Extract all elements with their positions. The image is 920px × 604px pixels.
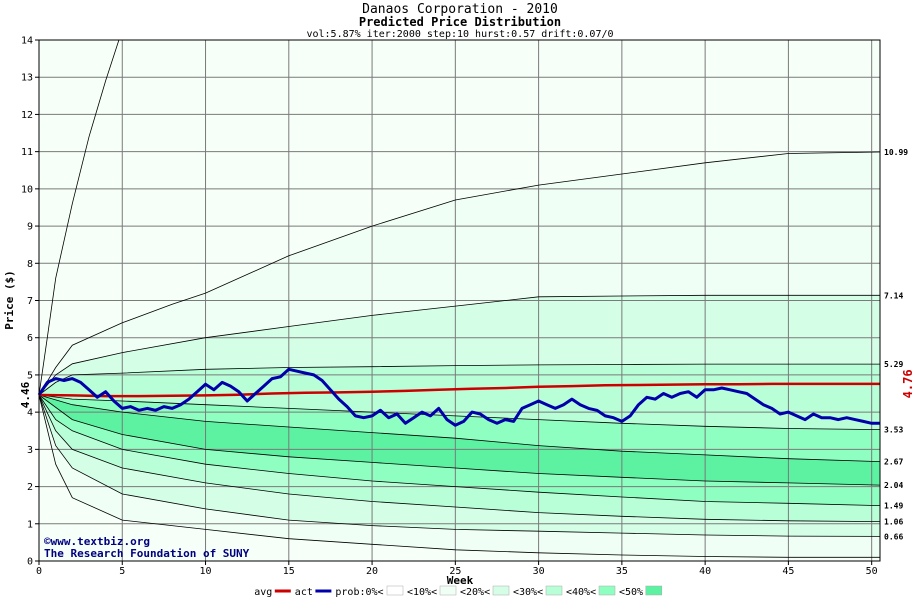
x-tick-label: 30 (533, 566, 545, 577)
x-tick-label: 50 (866, 566, 878, 577)
band-lower-curve-3 (38, 394, 881, 522)
x-tick-label: 10 (200, 566, 212, 577)
legend-swatch-3 (439, 585, 457, 596)
chart-params: vol:5.87% iter:2000 step:10 hurst:0.57 d… (306, 29, 613, 40)
series-avg (38, 382, 880, 398)
y-tick-label: 2 (27, 482, 33, 493)
band-5 (39, 395, 880, 486)
right-value-label: 7.14 (884, 291, 903, 300)
x-tick-label: 20 (366, 566, 378, 577)
legend-label-0: avg (254, 587, 272, 598)
x-tick-label: 15 (283, 566, 295, 577)
y-tick-label: 5 (27, 370, 33, 381)
legend-swatch-7 (645, 585, 663, 596)
y-tick-label: 0 (27, 557, 33, 568)
y-tick-label: 13 (21, 73, 33, 84)
legend: avg act prob:0%< <10%< <20%< <30%< <40%< <50% (254, 585, 663, 598)
start-price-label: 4.46 (19, 381, 32, 408)
legend-swatch-2 (386, 585, 404, 596)
band-boundary-curves (38, 39, 881, 558)
x-tick-label: 0 (36, 566, 42, 577)
band-lower-curve-4 (38, 394, 881, 506)
y-tick-label: 6 (27, 333, 33, 344)
chart-subtitle: Predicted Price Distribution (359, 15, 561, 29)
right-value-label: 2.04 (884, 481, 903, 490)
legend-label-4: <20%< (460, 587, 490, 598)
band-upper-curve-5 (38, 394, 881, 462)
right-value-label: 10.99 (884, 148, 908, 157)
legend-label-1: act (295, 587, 313, 598)
legend-label-2: prob:0%< (335, 587, 383, 598)
x-tick-labels: 0 5 10 15 20 25 30 35 40 45 50 (36, 561, 878, 577)
y-axis-label: Price ($) (3, 270, 16, 330)
legend-swatch-5 (545, 585, 563, 596)
series-act (37, 367, 880, 427)
y-tick-label: 4 (27, 408, 33, 419)
band-lower-curve-5 (38, 394, 881, 486)
watermark-org: The Research Foundation of SUNY (44, 547, 250, 560)
x-tick-label: 25 (449, 566, 461, 577)
legend-swatch-6 (598, 585, 616, 596)
band-lower-curve-1 (38, 394, 880, 558)
y-tick-label: 1 (27, 519, 33, 530)
right-value-labels: 10.99 7.14 5.29 3.53 2.67 2.04 1.49 1.06 0.66 (884, 148, 908, 541)
right-value-label: 1.49 (884, 502, 903, 511)
legend-label-7: <50% (619, 587, 643, 598)
y-tick-label: 14 (21, 36, 33, 47)
x-tick-label: 35 (616, 566, 628, 577)
y-tick-label: 12 (21, 110, 33, 121)
band-upper-curve-1 (38, 151, 881, 396)
x-tick-label: 40 (699, 566, 711, 577)
legend-label-6: <40%< (566, 587, 596, 598)
watermark-url: ©www.textbiz.org (44, 535, 150, 548)
y-tick-label: 10 (21, 184, 33, 195)
right-value-label: 1.06 (884, 518, 903, 527)
right-value-label: 5.29 (884, 360, 903, 369)
legend-label-5: <30%< (513, 587, 543, 598)
y-tick-label: 9 (27, 222, 33, 233)
right-value-label: 2.67 (884, 458, 903, 467)
series-lines (37, 367, 880, 427)
right-value-label: 0.66 (884, 532, 903, 541)
y-tick-label: 3 (27, 445, 33, 456)
outer-upper-curve (38, 39, 120, 396)
y-tick-label: 8 (27, 259, 33, 270)
x-tick-label: 5 (119, 566, 125, 577)
x-tick-label: 45 (782, 566, 794, 577)
end-price-label: 4.76 (901, 369, 915, 398)
band-upper-curve-3 (38, 363, 880, 396)
y-tick-label: 11 (21, 147, 33, 158)
band-upper-curve-2 (38, 294, 880, 396)
right-value-label: 3.53 (884, 426, 903, 435)
y-tick-label: 7 (27, 296, 33, 307)
legend-swatch-4 (492, 585, 510, 596)
legend-label-3: <10%< (407, 587, 437, 598)
x-axis-label: Week (447, 574, 474, 587)
chart-title: Danaos Corporation - 2010 (362, 2, 558, 17)
band-lower-curve-2 (38, 394, 881, 537)
